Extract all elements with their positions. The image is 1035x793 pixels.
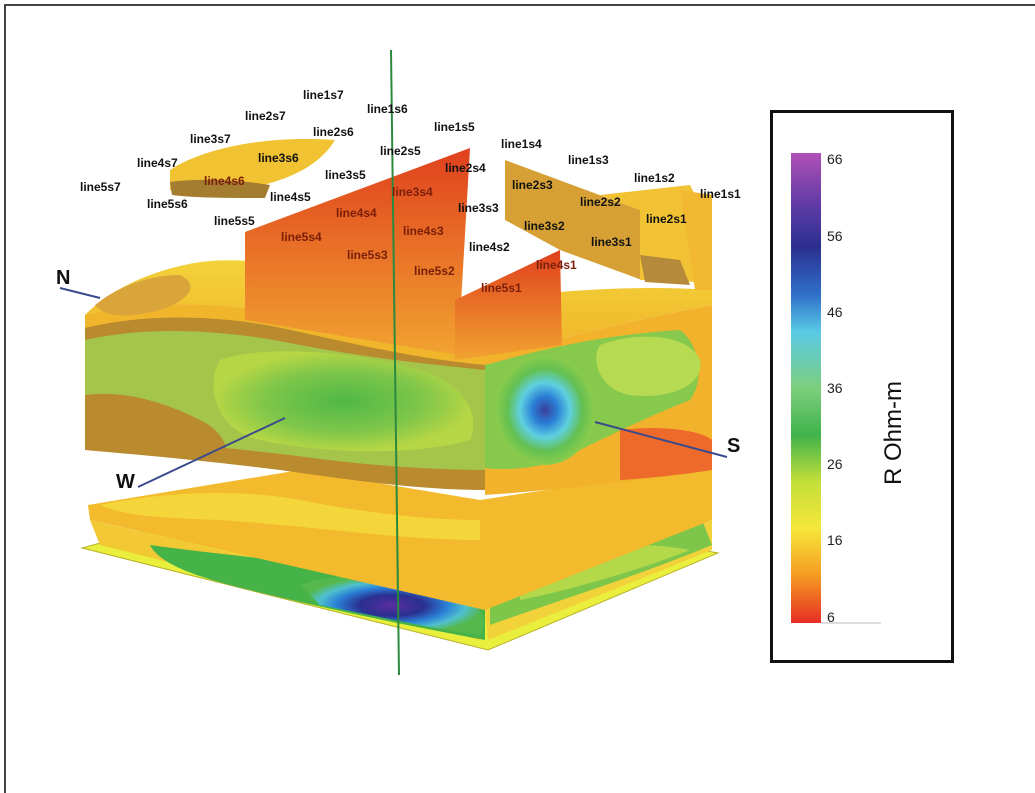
vertical-axis (390, 49, 400, 676)
west-axis (137, 417, 286, 488)
fence-panel-middle (455, 250, 562, 360)
legend-tick: 66 (827, 151, 843, 167)
line-label: line4s3 (403, 224, 444, 238)
line-label: line4s7 (137, 156, 178, 170)
line-label: line3s4 (392, 185, 433, 199)
line-label: line2s3 (512, 178, 553, 192)
line-label: line1s3 (568, 153, 609, 167)
line-label: line5s7 (80, 180, 121, 194)
legend-tick: 26 (827, 456, 843, 472)
legend-tick: 36 (827, 380, 843, 396)
line-label: line5s4 (281, 230, 322, 244)
line-label: line5s1 (481, 281, 522, 295)
image-frame (4, 4, 1035, 793)
line-label: line1s4 (501, 137, 542, 151)
line-label: line4s4 (336, 206, 377, 220)
legend-tick: 16 (827, 532, 843, 548)
west-label: W (116, 471, 135, 493)
fence-panel-right (505, 160, 642, 280)
line-label: line1s1 (700, 187, 741, 201)
blue-anomaly (495, 355, 595, 465)
line-label: line2s7 (245, 109, 286, 123)
line-label: line2s6 (313, 125, 354, 139)
legend-tick: 56 (827, 228, 843, 244)
green-anomaly (213, 351, 474, 452)
line-label: line2s1 (646, 212, 687, 226)
fence-panel-left (245, 148, 470, 355)
legend-color-bar (791, 153, 821, 623)
north-label: N (56, 267, 70, 289)
color-legend: 66 56 46 36 26 16 6 R Ohm-m (770, 110, 954, 663)
line-label: line4s5 (270, 190, 311, 204)
line-label: line5s3 (347, 248, 388, 262)
legend-tick: 6 (827, 609, 835, 625)
line-label: line5s6 (147, 197, 188, 211)
line-label: line1s6 (367, 102, 408, 116)
line-label: line5s5 (214, 214, 255, 228)
line-label: line2s2 (580, 195, 621, 209)
floating-slab (170, 139, 335, 194)
line-label: line1s2 (634, 171, 675, 185)
north-axis (59, 287, 101, 299)
line-label: line2s4 (445, 161, 486, 175)
line-label: line3s1 (591, 235, 632, 249)
line-label: line3s7 (190, 132, 231, 146)
line-labels: line1s7 line1s6 line1s5 line1s4 line1s3 … (80, 88, 741, 295)
line-label: line5s2 (414, 264, 455, 278)
legend-title: R Ohm-m (880, 381, 907, 485)
line-label: line3s3 (458, 201, 499, 215)
line-label: line1s7 (303, 88, 344, 102)
line-label: line2s5 (380, 144, 421, 158)
line-label: line3s5 (325, 168, 366, 182)
legend-tick: 46 (827, 304, 843, 320)
line-label: line4s6 (204, 174, 245, 188)
line-label: line3s6 (258, 151, 299, 165)
line-label: line1s5 (434, 120, 475, 134)
south-label: S (727, 435, 740, 457)
line-label: line4s1 (536, 258, 577, 272)
line-label: line4s2 (469, 240, 510, 254)
line-label: line3s2 (524, 219, 565, 233)
south-axis (594, 421, 728, 458)
